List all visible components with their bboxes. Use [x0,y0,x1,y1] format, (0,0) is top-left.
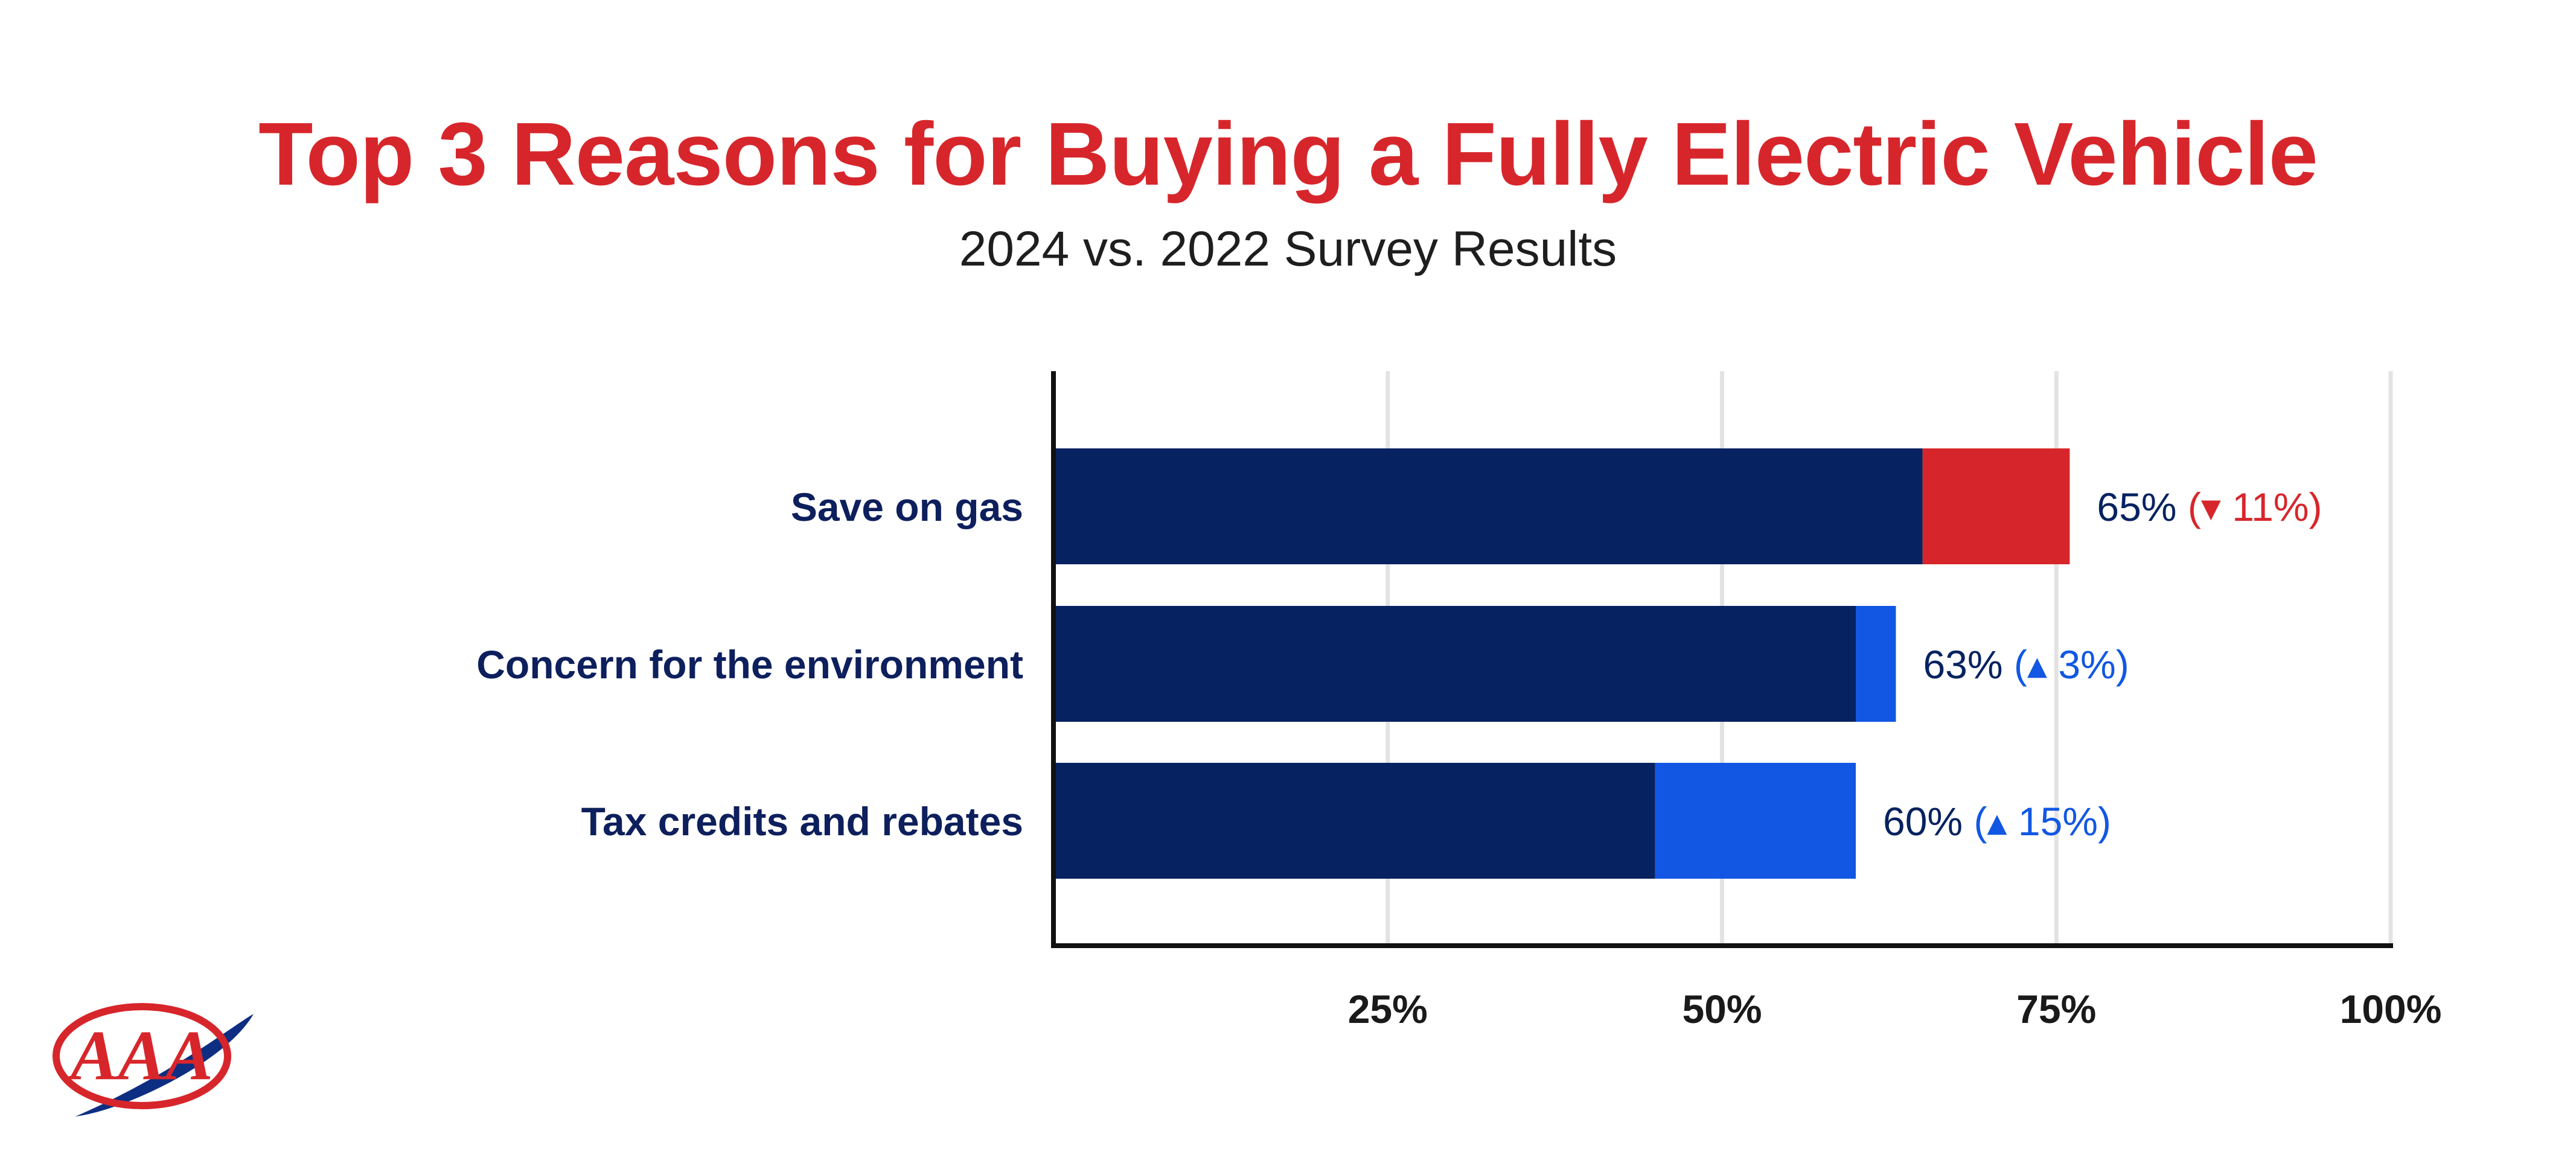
value-label: 60% (▴ 15%) [1883,799,2111,844]
chart-title: Top 3 Reasons for Buying a Fully Electri… [258,104,2318,204]
bar-1-base [1053,448,1923,564]
value-label-current: 63% [1923,642,2013,687]
x-tick-label: 50% [1682,987,1762,1031]
category-label: Save on gas [791,485,1023,529]
value-label: 65% (▾ 11%) [2097,485,2322,529]
bar-2-change [1856,606,1896,722]
value-label-current: 60% [1883,799,1974,844]
value-label-change: (▴ 15%) [1974,799,2111,844]
bar-3-change [1655,763,1856,879]
bar-1-change [1922,448,2070,564]
logo-oval [53,1003,231,1109]
value-label-change: (▾ 11%) [2188,485,2322,529]
chart-subtitle: 2024 vs. 2022 Survey Results [959,221,1617,276]
category-label: Tax credits and rebates [581,799,1023,844]
value-label-change: (▴ 3%) [2014,642,2129,687]
bar-3-base [1053,763,1655,879]
logo-text: AAA [66,1016,213,1095]
value-label: 63% (▴ 3%) [1923,642,2129,687]
x-tick-label: 25% [1348,987,1428,1031]
category-label: Concern for the environment [476,642,1023,687]
bar-2-base [1053,606,1856,722]
aaa-logo: AAA [53,1003,254,1116]
value-label-current: 65% [2097,485,2187,529]
x-tick-label: 75% [2016,987,2096,1031]
x-tick-label: 100% [2340,987,2442,1031]
